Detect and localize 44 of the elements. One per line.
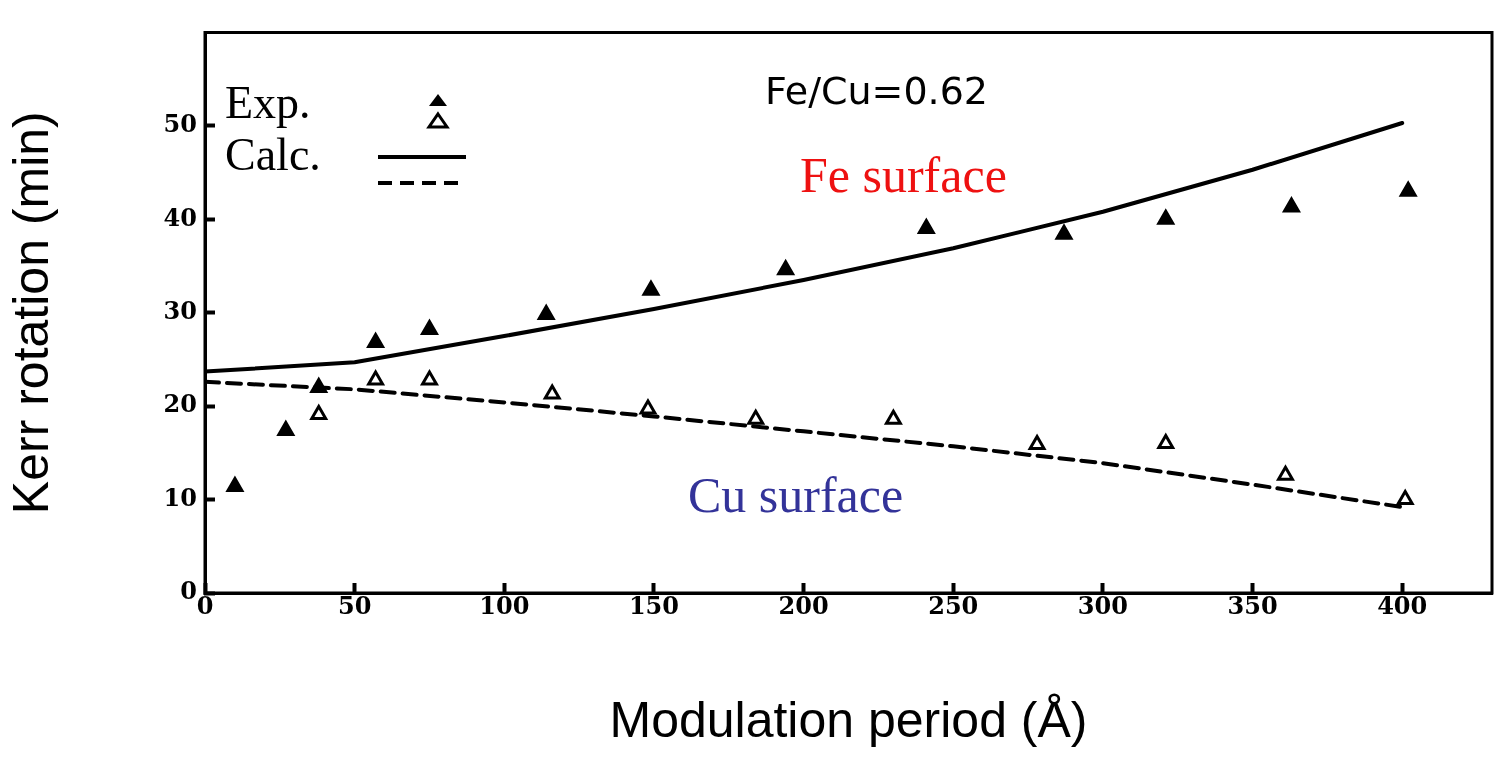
point — [747, 409, 765, 425]
point — [277, 420, 295, 436]
point — [1283, 197, 1300, 213]
point — [543, 384, 561, 400]
point — [777, 260, 795, 276]
point — [1399, 181, 1417, 197]
point — [1157, 209, 1175, 225]
point — [367, 333, 385, 349]
y-tick-label: 40 — [163, 202, 197, 232]
point — [310, 377, 328, 393]
point — [1157, 434, 1175, 450]
annotation: Fe surface — [800, 147, 1007, 203]
point — [226, 476, 244, 492]
point — [421, 320, 438, 336]
point — [1028, 434, 1046, 450]
y-axis-title: Kerr rotation (min) — [2, 111, 59, 515]
x-tick-label: 250 — [928, 590, 979, 620]
point — [1055, 224, 1073, 240]
annotation: Calc. — [225, 129, 321, 180]
y-tick-label: 50 — [163, 109, 197, 139]
annotation: Cu surface — [688, 467, 904, 523]
y-tick-label: 30 — [163, 295, 197, 325]
x-tick-label: 100 — [479, 590, 530, 620]
x-tick-label: 150 — [628, 590, 680, 620]
x-axis-title: Modulation period (Å) — [609, 691, 1088, 748]
point — [639, 399, 657, 415]
y-tick-label: 10 — [163, 482, 197, 512]
point — [917, 219, 935, 235]
point — [1277, 465, 1294, 481]
point — [642, 280, 660, 296]
point — [884, 409, 902, 425]
point — [367, 370, 385, 386]
x-tick-label: 400 — [1377, 590, 1428, 620]
x-tick-label: 350 — [1227, 590, 1278, 620]
x-tick-label: 50 — [337, 590, 372, 620]
point — [310, 405, 328, 421]
x-tick-label: 200 — [778, 590, 829, 620]
point — [537, 305, 555, 321]
annotation: Fe/Cu=0.62 — [765, 69, 989, 113]
y-tick-label: 20 — [163, 389, 197, 419]
point — [1396, 490, 1414, 506]
x-tick-label: 300 — [1077, 590, 1128, 620]
annotation: Exp. — [225, 77, 311, 128]
point — [421, 370, 438, 386]
